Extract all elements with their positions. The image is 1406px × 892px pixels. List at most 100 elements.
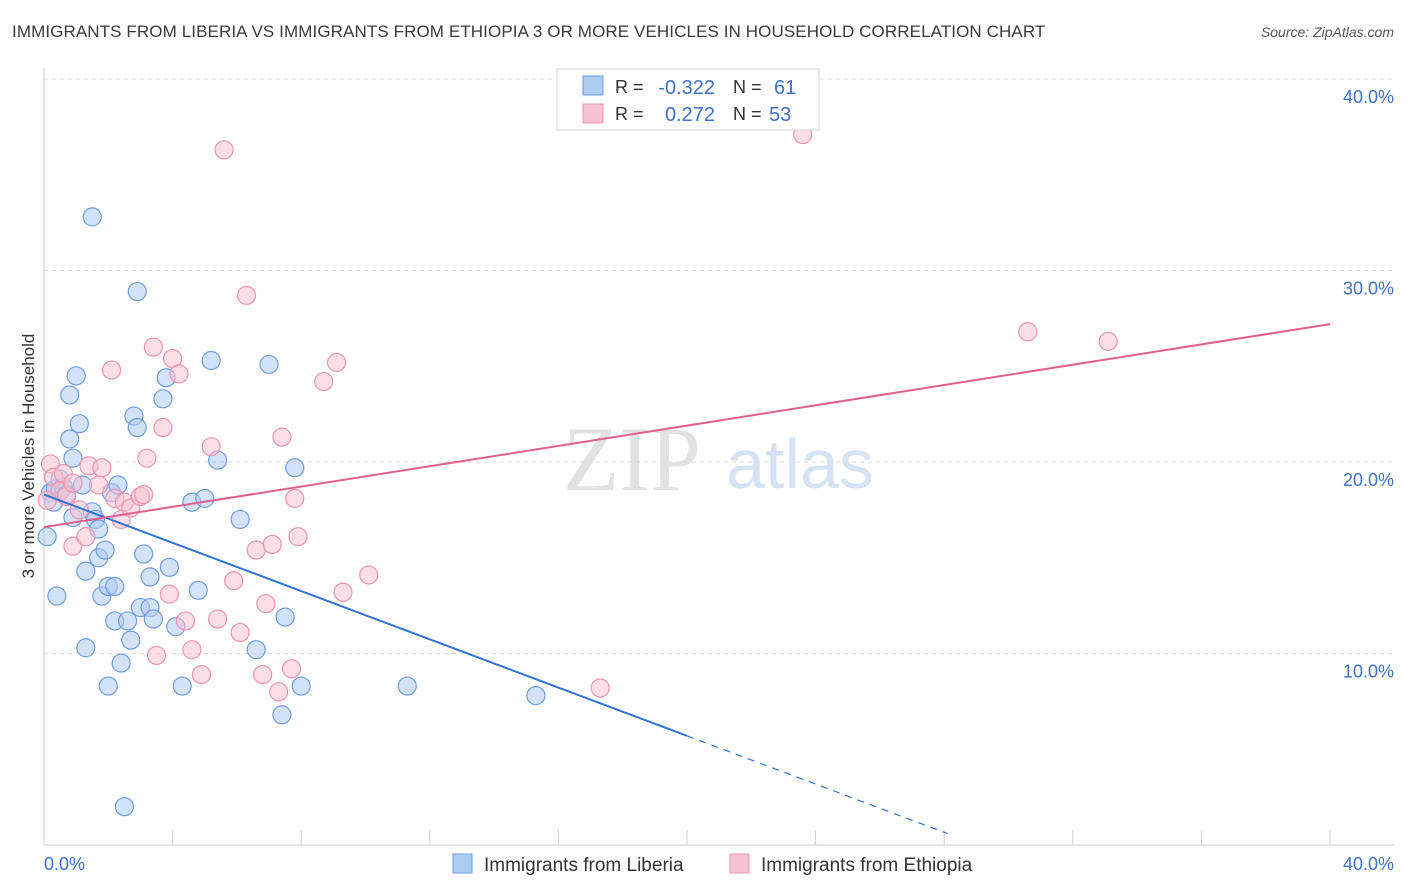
legend-ethiopia-r-label: R = [615,104,644,124]
ethiopia-point [314,371,334,392]
liberia-point [60,385,80,405]
liberia-point [69,414,89,434]
ethiopia-point [153,417,173,438]
bottom-legend-ethiopia-label: Immigrants from Ethiopia [761,855,973,876]
ethiopia-point [281,659,302,679]
ethiopia-point [256,594,276,614]
trend-lines [43,323,1331,835]
ethiopia-point [262,534,282,554]
liberia-trend-extension [686,735,948,835]
ethiopia-point [236,285,257,305]
ethiopia-point [89,475,109,495]
ethiopia-point [191,664,212,685]
ethiopia-point [285,488,305,508]
liberia-point [66,366,86,386]
liberia-point [526,686,546,706]
liberia-point [201,350,221,371]
ethiopia-point [253,664,273,685]
ethiopia-point [76,527,96,547]
liberia-point [246,640,266,660]
ethiopia-point [230,622,250,643]
liberia-point [134,544,154,564]
ethiopia-point [63,536,83,556]
liberia-point [259,354,279,374]
liberia-point [143,609,163,629]
y-tick-label: 40.0% [1343,87,1394,107]
liberia-trend-line [43,493,688,737]
liberia-point [188,580,208,600]
ethiopia-point [224,571,244,591]
liberia-point [37,527,57,547]
ethiopia-point [359,565,379,585]
gridlines [44,78,1394,654]
liberia-point [121,630,141,650]
legend-liberia-r-label: R = [615,77,644,97]
y-axis-title: 3 or more Vehicles in Household [19,334,38,579]
legend-liberia-n-label: N = [733,77,762,97]
ethiopia-point [214,140,234,160]
ethiopia-point [272,427,292,447]
liberia-point [98,676,118,696]
chart-source: Source: ZipAtlas.com [1260,24,1394,40]
legend-liberia-r-value: -0.322 [658,77,715,99]
liberia-point [172,676,192,696]
liberia-point [195,488,215,508]
x-tick-label-min: 0.0% [44,854,85,874]
liberia-point [105,576,125,597]
y-tick-label: 20.0% [1343,470,1394,490]
ethiopia-point [269,682,289,702]
legend-ethiopia-swatch [582,103,604,124]
ethiopia-point [590,678,610,698]
watermark-atlas: atlas [726,425,874,503]
bottom-legend-liberia-label: Immigrants from Liberia [484,855,684,876]
liberia-point [127,417,147,438]
liberia-point [291,676,311,696]
legend-ethiopia-r-value: 0.272 [665,104,715,126]
x-ticks [172,830,1331,845]
liberia-point [111,653,131,673]
liberia-point [76,638,96,658]
liberia-series [37,207,546,817]
ethiopia-point [101,360,122,380]
ethiopia-point [201,437,221,457]
liberia-point [114,797,134,817]
ethiopia-point [288,527,308,547]
ethiopia-point [1098,331,1118,351]
legend-ethiopia-n-value: 53 [769,104,791,126]
ethiopia-point [246,540,266,560]
ethiopia-point [37,490,57,510]
ethiopia-series [37,124,1118,702]
ethiopia-point [1018,322,1038,342]
bottom-legend-ethiopia-swatch [729,853,750,874]
liberia-point [285,458,305,478]
series-legend: Immigrants from Liberia Immigrants from … [452,853,973,876]
liberia-point [117,611,138,631]
liberia-point [127,281,147,302]
liberia-point [140,567,160,587]
ethiopia-point [159,584,179,604]
liberia-point [159,557,179,577]
y-tick-label: 10.0% [1343,662,1394,682]
liberia-point [63,448,83,468]
legend-ethiopia-n-label: N = [733,104,762,124]
y-tick-label: 30.0% [1343,279,1394,299]
legend-liberia-n-value: 61 [774,77,796,99]
liberia-point [275,607,295,627]
liberia-point [272,705,292,725]
ethiopia-point [333,582,353,602]
ethiopia-point [169,364,189,384]
liberia-point [47,586,67,606]
ethiopia-point [134,484,154,505]
x-tick-label-max: 40.0% [1343,854,1394,874]
liberia-point [82,207,102,227]
ethiopia-point [182,640,202,660]
ethiopia-point [326,352,347,373]
ethiopia-point [137,448,157,468]
ethiopia-point [143,337,163,357]
ethiopia-trend-line [43,323,1331,529]
y-tick-labels: 10.0% 20.0% 30.0% 40.0% [1343,87,1394,682]
correlation-legend: R = -0.322 N = 61 R = 0.272 N = 53 [556,68,820,131]
liberia-point [397,676,417,696]
liberia-point [153,389,173,409]
bottom-legend-liberia-swatch [452,853,473,874]
